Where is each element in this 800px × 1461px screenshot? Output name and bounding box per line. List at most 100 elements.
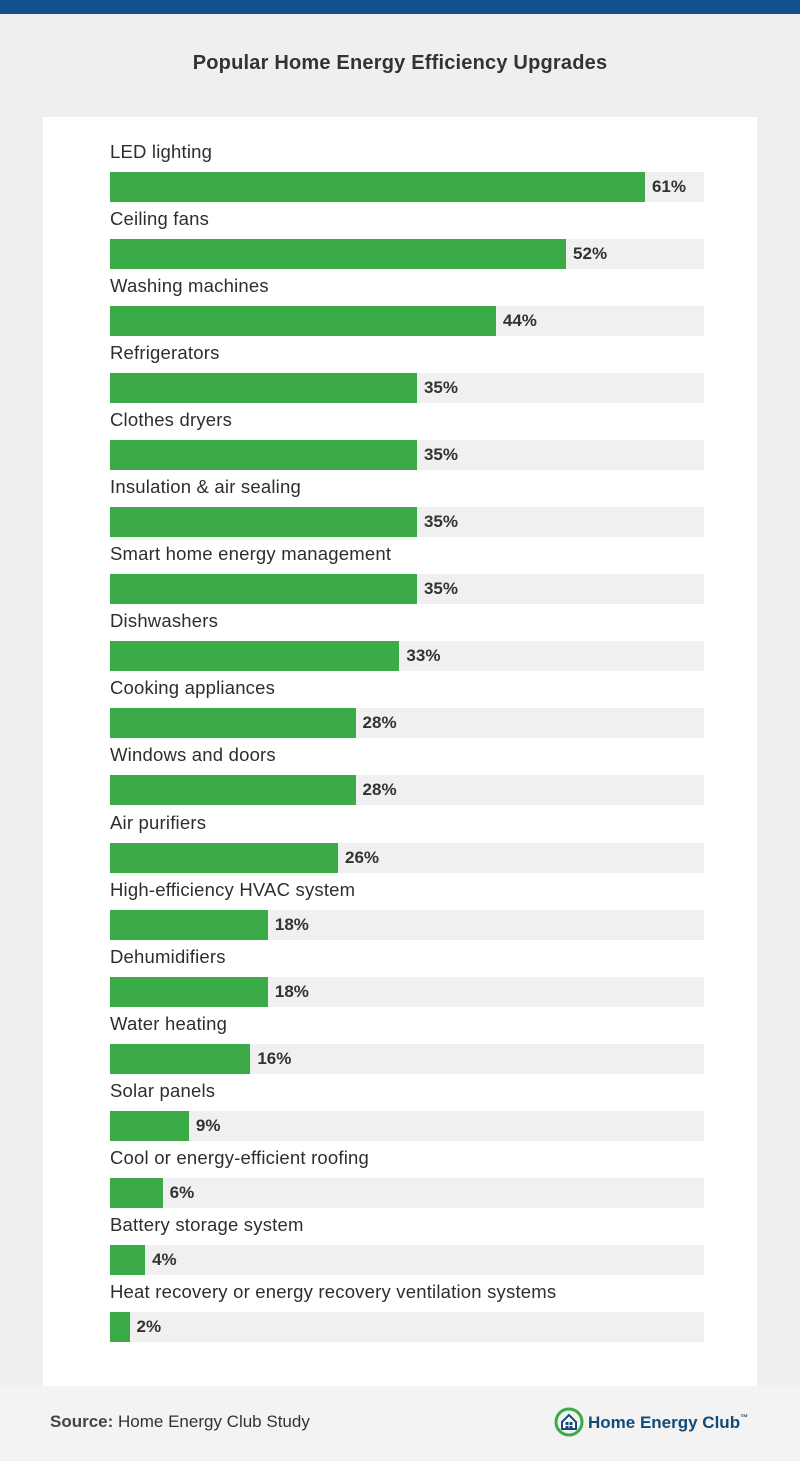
top-accent-bar [0,0,800,14]
bar-track: 4% [110,1244,704,1275]
bar-row: Water heating 16% [43,989,757,1074]
bar [110,708,356,739]
bar [110,909,268,940]
bar-row: Dishwashers 33% [43,586,757,672]
bar-value-label: 2% [136,1316,162,1336]
bar-value-label: 28% [362,780,397,800]
brand-name: Home Energy Club™ [588,1413,748,1433]
bar-category-label: Heat recovery or energy recovery ventila… [110,1280,557,1302]
bar-track: 35% [110,507,704,538]
bar-track: 9% [110,1110,704,1141]
bar-value-label: 35% [423,445,458,465]
bar-category-label: Cooking appliances [110,677,276,699]
bar-track: 35% [110,373,704,404]
bar-row: Dehumidifiers 18% [43,922,757,1007]
bar-row: Cooking appliances 28% [43,653,757,739]
bar-track: 18% [110,976,704,1007]
bar-value-label: 26% [345,847,380,867]
bar-value-label: 61% [651,177,686,196]
bar-value-label: 9% [195,1115,221,1135]
bar-value-label: 52% [573,244,608,264]
bar-value-label: 28% [362,713,397,733]
bar-value-label: 16% [257,1048,292,1068]
brand-trademark: ™ [740,1413,749,1422]
bar-category-label: Dishwashers [110,610,219,632]
bar-category-label: Smart home energy management [110,543,392,565]
bar-track: 28% [110,708,704,739]
bar-value-label: 18% [274,981,309,1001]
bar-track: 33% [110,641,704,672]
bar [110,641,400,672]
bar-row: Smart home energy management 35% [43,519,757,605]
bar [110,574,417,605]
bar-row: LED lighting 61% [43,117,757,202]
bar [110,1177,163,1208]
bar-value-label: 6% [169,1182,195,1202]
bar-track: 35% [110,440,704,471]
bar [110,1311,130,1342]
bar-category-label: Clothes dryers [110,409,233,431]
bar-category-label: LED lighting [110,141,213,162]
brand-name-text: Home Energy Club [588,1413,741,1432]
bar-row: High-efficiency HVAC system 18% [43,855,757,940]
bar-category-label: Dehumidifiers [110,945,226,967]
bar-category-label: Solar panels [110,1079,216,1101]
bar [110,1110,189,1141]
bar-row: Solar panels 9% [43,1056,757,1141]
bar-row: Heat recovery or energy recovery ventila… [43,1257,757,1342]
bar [110,373,417,404]
bar-row: Insulation & air sealing 35% [43,452,757,538]
bar-track: 35% [110,574,704,605]
source-label: Source: [50,1412,114,1431]
chart-title: Popular Home Energy Efficiency Upgrades [192,52,608,74]
bar [110,440,417,471]
bar-category-label: Air purifiers [110,811,207,833]
bar-track: 18% [110,909,704,940]
bar-category-label: Insulation & air sealing [110,476,301,498]
bar-value-label: 44% [502,311,537,331]
bar-row: Air purifiers 26% [43,788,757,873]
bar [110,1043,251,1074]
source-note: Source: Home Energy Club Study [50,1412,310,1432]
bar-row: Ceiling fans 52% [43,184,757,270]
bar [110,172,645,202]
bar-value-label: 33% [406,646,441,666]
chart-panel: LED lighting 61% Ceiling fans 52% Washing ma… [43,117,757,1386]
bar-category-label: Ceiling fans [110,208,210,230]
bar-value-label: 4% [152,1249,177,1269]
bar-category-label: Windows and doors [110,744,276,766]
bar-value-label: 35% [423,579,458,599]
bar-category-label: Refrigerators [110,342,220,364]
bar-track: 44% [110,306,704,337]
bar-row: Washing machines 44% [43,251,757,337]
bar-category-label: Battery storage system [110,1213,304,1235]
bar-track: 28% [110,775,704,806]
bar-category-label: Washing machines [110,275,269,297]
bar [110,976,268,1007]
bar-value-label: 35% [423,512,458,532]
bar-row: Refrigerators 35% [43,318,757,404]
bar-row: Windows and doors 28% [43,720,757,806]
house-leaf-icon [554,1407,584,1437]
bar [110,1244,146,1275]
source-text: Home Energy Club Study [113,1412,310,1431]
bar-value-label: 18% [274,914,309,934]
bar-category-label: Water heating [110,1012,228,1034]
bar-row: Clothes dryers 35% [43,385,757,471]
bar [110,842,339,873]
bar-category-label: Cool or energy-efficient roofing [110,1146,370,1168]
bar [110,775,356,806]
bar-row: Cool or energy-efficient roofing 6% [43,1123,757,1208]
bar-track: 16% [110,1043,704,1074]
bar-category-label: High-efficiency HVAC system [110,878,356,900]
bar-track: 52% [110,239,704,270]
bar-track: 61% [110,172,704,202]
bar [110,239,567,270]
bar-track: 2% [110,1311,704,1342]
bar [110,306,496,337]
footer [0,1386,800,1461]
bar-track: 26% [110,842,704,873]
bar-track: 6% [110,1177,704,1208]
bar-value-label: 35% [423,378,458,398]
bar [110,507,417,538]
